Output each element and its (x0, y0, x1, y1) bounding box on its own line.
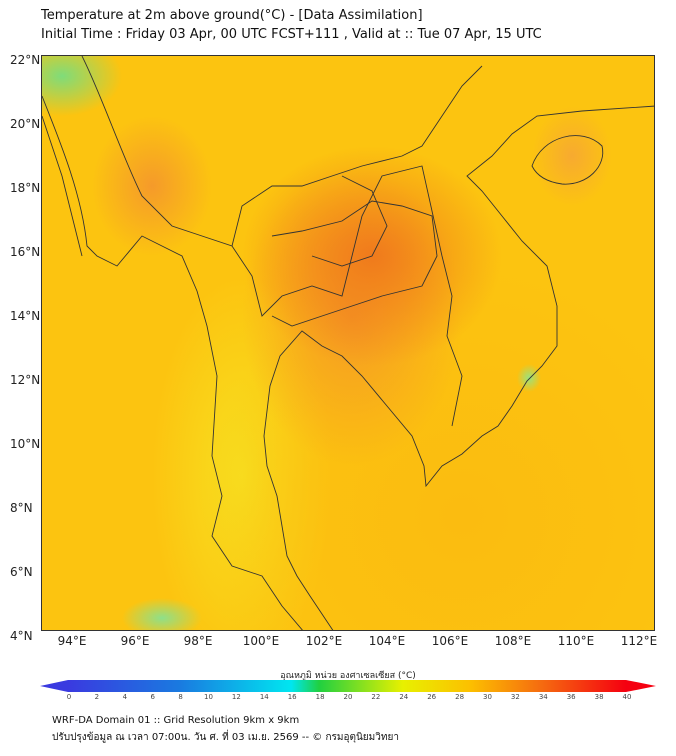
colorbar-tick: 28 (455, 693, 465, 701)
chart-title: Temperature at 2m above ground(°C) - [Da… (41, 8, 423, 23)
colorbar-max-arrow (626, 680, 656, 692)
colorbar-gradient (68, 680, 626, 692)
lon-label: 94°E (57, 634, 87, 648)
lat-label: 12°N (10, 373, 41, 387)
colorbar-tick: 14 (259, 693, 269, 701)
lon-label: 102°E (305, 634, 343, 648)
lat-label: 8°N (10, 501, 33, 515)
colorbar-tick: 36 (566, 693, 576, 701)
colorbar-tick: 20 (343, 693, 353, 701)
lat-label: 18°N (10, 181, 41, 195)
chart-subtitle: Initial Time : Friday 03 Apr, 00 UTC FCS… (41, 27, 542, 42)
colorbar-min-arrow (40, 680, 68, 692)
colorbar-tick: 4 (122, 693, 128, 701)
lon-label: 106°E (431, 634, 469, 648)
lon-label: 108°E (494, 634, 532, 648)
temperature-map[interactable] (41, 55, 655, 631)
colorbar-tick: 10 (204, 693, 213, 701)
colorbar-tick: 12 (231, 693, 241, 701)
colorbar-tick: 26 (427, 693, 437, 701)
colorbar-tick: 2 (94, 693, 100, 701)
colorbar-tick: 8 (178, 693, 183, 701)
colorbar (40, 680, 656, 692)
lon-label: 112°E (620, 634, 658, 648)
colorbar-tick: 40 (622, 693, 632, 701)
colorbar-tick: 32 (510, 693, 520, 701)
lon-label: 96°E (120, 634, 150, 648)
footer-model-info: WRF-DA Domain 01 :: Grid Resolution 9km … (52, 715, 300, 726)
footer-update-info: ปรับปรุงข้อมูล ณ เวลา 07:00น. วัน ศ. ที่… (52, 732, 399, 743)
colorbar-tick: 24 (399, 693, 409, 701)
colorbar-tick: 38 (594, 693, 604, 701)
lon-label: 100°E (242, 634, 280, 648)
lat-label: 20°N (10, 117, 41, 131)
lon-label: 104°E (368, 634, 406, 648)
coastline-borders (42, 56, 654, 630)
lat-label: 22°N (10, 53, 41, 67)
colorbar-tick: 6 (150, 693, 155, 701)
lat-label: 10°N (10, 437, 41, 451)
colorbar-tick: 22 (371, 693, 381, 701)
lat-label: 14°N (10, 309, 41, 323)
colorbar-tick: 30 (483, 693, 492, 701)
lat-label: 6°N (10, 565, 33, 579)
lat-label: 16°N (10, 245, 41, 259)
colorbar-tick: 34 (538, 693, 548, 701)
colorbar-tick: 16 (287, 693, 297, 701)
lat-label: 4°N (10, 629, 33, 643)
colorbar-tick: 18 (315, 693, 325, 701)
colorbar-label: อุณหภูมิ หน่วย องศาเซลเซียส (°C) (280, 671, 416, 681)
colorbar-tick: 0 (66, 693, 72, 701)
lon-label: 98°E (183, 634, 213, 648)
lon-label: 110°E (557, 634, 595, 648)
